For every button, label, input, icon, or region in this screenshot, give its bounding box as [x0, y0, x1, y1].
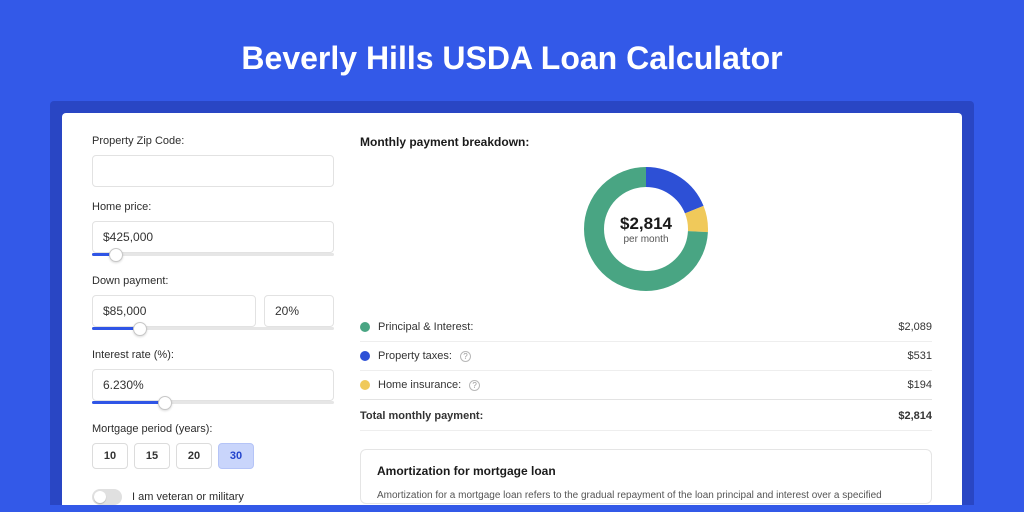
donut-chart: $2,814 per month [360, 165, 932, 293]
donut-label: per month [623, 234, 668, 245]
legend-dot-icon [360, 380, 370, 390]
interest-input[interactable] [92, 369, 334, 401]
legend-item-value: $2,089 [898, 321, 932, 333]
veteran-label: I am veteran or military [132, 491, 244, 503]
calculator-card: Property Zip Code: Home price: Down paym… [62, 113, 962, 505]
input-column: Property Zip Code: Home price: Down paym… [92, 135, 334, 505]
legend-dot-icon [360, 351, 370, 361]
amortization-title: Amortization for mortgage loan [377, 464, 915, 478]
home-price-label: Home price: [92, 201, 334, 213]
term-button-10[interactable]: 10 [92, 443, 128, 469]
legend-item-value: $194 [908, 379, 932, 391]
toggle-knob-icon [94, 491, 106, 503]
legend-item-value: $531 [908, 350, 932, 362]
term-section: Mortgage period (years): 10152030 [92, 423, 334, 469]
term-button-30[interactable]: 30 [218, 443, 254, 469]
zip-input[interactable] [92, 155, 334, 187]
legend-total-label: Total monthly payment: [360, 410, 483, 422]
calculator-page: Beverly Hills USDA Loan Calculator Prope… [0, 0, 1024, 505]
legend-total-row: Total monthly payment: $2,814 [360, 399, 932, 431]
legend-row: Property taxes:? $531 [360, 342, 932, 371]
donut-center: $2,814 per month [582, 165, 710, 293]
info-icon[interactable]: ? [469, 380, 480, 391]
card-shadow: Property Zip Code: Home price: Down paym… [50, 101, 974, 505]
veteran-toggle[interactable] [92, 489, 122, 505]
legend-dot-icon [360, 322, 370, 332]
legend-item-label: Home insurance: [378, 379, 461, 391]
legend: Principal & Interest: $2,089 Property taxe… [360, 313, 932, 399]
zip-section: Property Zip Code: [92, 135, 334, 187]
down-payment-input[interactable] [92, 295, 256, 327]
down-payment-label: Down payment: [92, 275, 334, 287]
breakdown-column: Monthly payment breakdown: $2,814 per mo… [360, 135, 932, 505]
interest-slider[interactable] [92, 401, 334, 409]
term-button-20[interactable]: 20 [176, 443, 212, 469]
legend-item-label: Property taxes: [378, 350, 452, 362]
legend-row: Principal & Interest: $2,089 [360, 313, 932, 342]
home-price-input[interactable] [92, 221, 334, 253]
info-icon[interactable]: ? [460, 351, 471, 362]
term-button-15[interactable]: 15 [134, 443, 170, 469]
legend-total-value: $2,814 [898, 410, 932, 422]
amortization-text: Amortization for a mortgage loan refers … [377, 488, 915, 503]
veteran-row: I am veteran or military [92, 489, 334, 505]
legend-row: Home insurance:? $194 [360, 371, 932, 399]
down-payment-slider[interactable] [92, 327, 334, 335]
zip-label: Property Zip Code: [92, 135, 334, 147]
page-title: Beverly Hills USDA Loan Calculator [50, 40, 974, 77]
breakdown-title: Monthly payment breakdown: [360, 135, 932, 149]
interest-section: Interest rate (%): [92, 349, 334, 409]
donut-amount: $2,814 [620, 214, 672, 234]
down-payment-section: Down payment: [92, 275, 334, 335]
amortization-card: Amortization for mortgage loan Amortizat… [360, 449, 932, 504]
home-price-section: Home price: [92, 201, 334, 261]
interest-label: Interest rate (%): [92, 349, 334, 361]
term-label: Mortgage period (years): [92, 423, 334, 435]
down-payment-pct-input[interactable] [264, 295, 334, 327]
home-price-slider[interactable] [92, 253, 334, 261]
legend-item-label: Principal & Interest: [378, 321, 473, 333]
